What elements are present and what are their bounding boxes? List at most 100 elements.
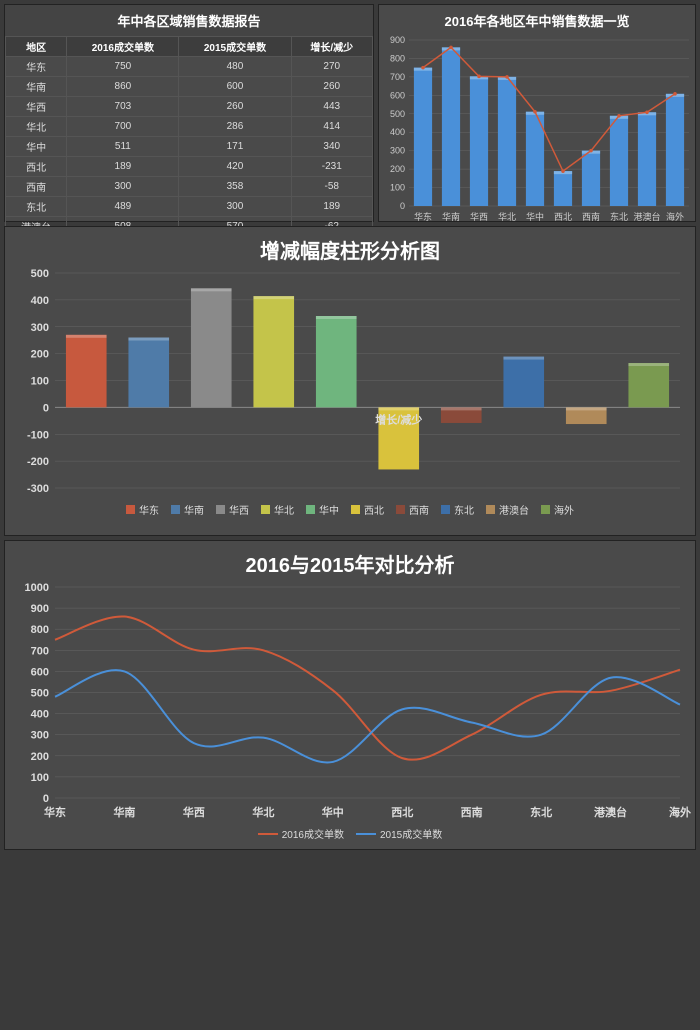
table-row: 东北489300189 xyxy=(6,197,373,217)
svg-text:300: 300 xyxy=(31,322,49,334)
chart-change-bars: 增减幅度柱形分析图 -300 -200 -100 0 100 200 300 400 500 增长… xyxy=(4,226,696,536)
svg-text:华西: 华西 xyxy=(183,805,205,819)
svg-text:华中: 华中 xyxy=(526,211,544,222)
svg-text:东北: 东北 xyxy=(610,211,628,222)
svg-text:300: 300 xyxy=(31,730,49,742)
table-title: 年中各区域销售数据报告 xyxy=(5,5,373,36)
chart2-title: 增减幅度柱形分析图 xyxy=(5,227,695,268)
svg-text:200: 200 xyxy=(31,751,49,763)
chart3-title: 2016与2015年对比分析 xyxy=(5,541,695,582)
svg-text:700: 700 xyxy=(390,72,405,82)
table-row: 华南860600260 xyxy=(6,77,373,97)
legend-item: 华中 xyxy=(306,502,339,517)
svg-text:华东: 华东 xyxy=(44,805,66,819)
svg-text:900: 900 xyxy=(31,603,49,615)
legend-item: 华西 xyxy=(216,502,249,517)
table-row: 西北189420-231 xyxy=(6,157,373,177)
svg-text:500: 500 xyxy=(31,688,49,700)
svg-text:200: 200 xyxy=(390,164,405,174)
svg-text:华北: 华北 xyxy=(498,211,516,222)
svg-text:400: 400 xyxy=(31,295,49,307)
svg-text:-100: -100 xyxy=(27,429,49,441)
table-row: 华中511171340 xyxy=(6,137,373,157)
chart3-svg: 0 100 200 300 400 500 600 700 800 900 1000 华东 华南 华西 华北… xyxy=(5,582,695,822)
svg-text:600: 600 xyxy=(31,666,49,678)
svg-text:200: 200 xyxy=(31,349,49,361)
svg-text:增长/减少: 增长/减少 xyxy=(375,412,422,426)
svg-text:华中: 华中 xyxy=(322,805,344,819)
svg-text:港澳台: 港澳台 xyxy=(633,211,660,222)
svg-text:100: 100 xyxy=(31,376,49,388)
sales-table-panel: 年中各区域销售数据报告 地区2016成交单数2015成交单数增长/减少 华东75… xyxy=(4,4,374,222)
svg-text:100: 100 xyxy=(390,183,405,193)
svg-text:-200: -200 xyxy=(27,456,49,468)
table-row: 华西703260443 xyxy=(6,97,373,117)
svg-text:海外: 海外 xyxy=(669,805,691,819)
svg-text:1000: 1000 xyxy=(25,582,49,594)
svg-text:0: 0 xyxy=(43,793,49,805)
legend-swatch xyxy=(261,505,270,514)
col-header: 地区 xyxy=(6,37,67,57)
legend-line-swatch xyxy=(258,833,278,835)
table-row: 华东750480270 xyxy=(6,57,373,77)
legend-item: 西北 xyxy=(351,502,384,517)
chart-comparison-lines: 2016与2015年对比分析 0 100 200 300 400 500 600 700 800… xyxy=(4,540,696,850)
chart2-legend: 华东华南华西华北华中西北西南东北港澳台海外 xyxy=(5,498,695,521)
svg-text:华西: 华西 xyxy=(470,211,488,222)
svg-text:海外: 海外 xyxy=(666,211,684,222)
svg-text:0: 0 xyxy=(43,402,49,414)
svg-text:华南: 华南 xyxy=(113,805,135,819)
legend-item: 华北 xyxy=(261,502,294,517)
chart3-legend: 2016成交单数 2015成交单数 xyxy=(5,822,695,845)
svg-text:800: 800 xyxy=(31,624,49,636)
table-row: 西南300358-58 xyxy=(6,177,373,197)
svg-text:西南: 西南 xyxy=(461,805,483,819)
legend-swatch xyxy=(396,505,405,514)
svg-text:100: 100 xyxy=(31,772,49,784)
svg-text:港澳台: 港澳台 xyxy=(594,805,627,819)
legend-swatch xyxy=(126,505,135,514)
legend-item: 华东 xyxy=(126,502,159,517)
svg-text:500: 500 xyxy=(31,268,49,280)
legend-swatch xyxy=(171,505,180,514)
svg-text:600: 600 xyxy=(390,90,405,100)
svg-text:0: 0 xyxy=(400,201,405,211)
svg-text:-300: -300 xyxy=(27,483,49,495)
svg-text:西北: 西北 xyxy=(554,212,572,222)
col-header: 2015成交单数 xyxy=(179,37,291,57)
legend-swatch xyxy=(306,505,315,514)
legend-swatch xyxy=(351,505,360,514)
svg-text:300: 300 xyxy=(390,146,405,156)
legend-swatch xyxy=(541,505,550,514)
svg-text:华南: 华南 xyxy=(442,211,460,222)
legend-item: 西南 xyxy=(396,502,429,517)
legend-item: 2015成交单数 xyxy=(356,826,442,841)
legend-swatch xyxy=(441,505,450,514)
legend-swatch xyxy=(486,505,495,514)
svg-text:华东: 华东 xyxy=(414,211,432,222)
legend-item: 港澳台 xyxy=(486,502,529,517)
chart2-svg: -300 -200 -100 0 100 200 300 400 500 增长/减少 xyxy=(5,268,695,498)
legend-line-swatch xyxy=(356,833,376,835)
svg-text:华北: 华北 xyxy=(252,805,274,819)
col-header: 增长/减少 xyxy=(291,37,373,57)
legend-item: 海外 xyxy=(541,502,574,517)
legend-item: 华南 xyxy=(171,502,204,517)
svg-text:400: 400 xyxy=(390,127,405,137)
chart-2016-overview: 2016年各地区年中销售数据一览 0 100 200 300 400 500 600 700 8… xyxy=(378,4,696,222)
svg-text:800: 800 xyxy=(390,53,405,63)
svg-text:900: 900 xyxy=(390,36,405,45)
legend-item: 东北 xyxy=(441,502,474,517)
svg-text:700: 700 xyxy=(31,645,49,657)
table-row: 华北700286414 xyxy=(6,117,373,137)
chart1-title: 2016年各地区年中销售数据一览 xyxy=(379,5,695,36)
svg-text:西北: 西北 xyxy=(391,805,413,819)
svg-text:400: 400 xyxy=(31,709,49,721)
col-header: 2016成交单数 xyxy=(67,37,179,57)
svg-text:东北: 东北 xyxy=(530,805,552,819)
svg-text:西南: 西南 xyxy=(582,211,600,222)
chart1-svg: 0 100 200 300 400 500 600 700 800 900 华东华南华西华北华中西北… xyxy=(379,36,695,226)
legend-item: 2016成交单数 xyxy=(258,826,344,841)
svg-text:500: 500 xyxy=(390,109,405,119)
legend-swatch xyxy=(216,505,225,514)
